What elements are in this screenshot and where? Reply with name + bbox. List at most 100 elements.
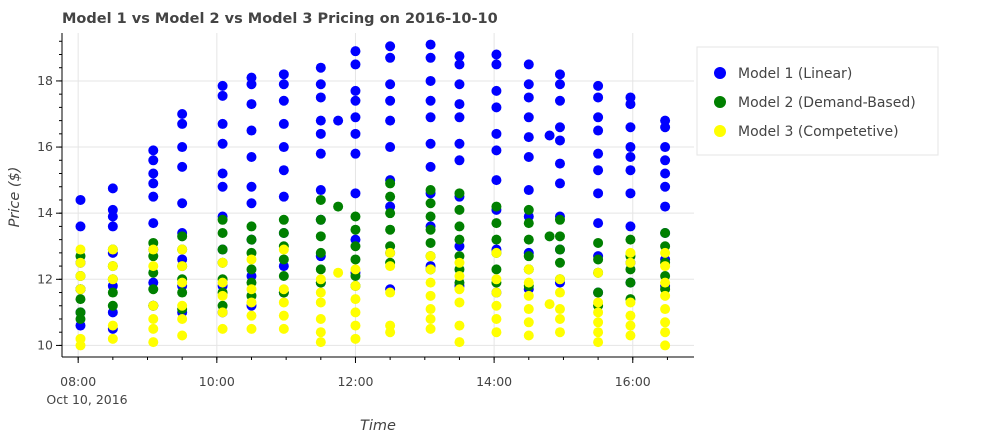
data-point-series-1 bbox=[491, 85, 502, 96]
data-point-series-1 bbox=[278, 191, 289, 202]
data-point-series-1 bbox=[454, 138, 465, 149]
data-point-series-2 bbox=[523, 204, 534, 215]
data-point-series-3 bbox=[217, 307, 228, 318]
data-point-series-3 bbox=[660, 317, 671, 328]
data-point-series-1 bbox=[246, 99, 257, 110]
data-point-series-1 bbox=[593, 112, 604, 123]
data-point-series-1 bbox=[350, 148, 361, 159]
data-point-series-1 bbox=[315, 115, 326, 126]
data-point-series-1 bbox=[425, 138, 436, 149]
data-point-series-1 bbox=[425, 161, 436, 172]
data-point-series-3 bbox=[593, 327, 604, 338]
data-point-series-1 bbox=[246, 125, 257, 136]
data-point-series-2 bbox=[350, 241, 361, 252]
data-point-series-1 bbox=[425, 52, 436, 63]
data-point-series-1 bbox=[554, 79, 565, 90]
data-point-series-3 bbox=[177, 277, 188, 288]
data-point-series-2 bbox=[593, 254, 604, 265]
data-point-series-3 bbox=[177, 244, 188, 255]
data-point-series-3 bbox=[523, 317, 534, 328]
data-point-series-1 bbox=[315, 148, 326, 159]
data-point-series-3 bbox=[148, 300, 159, 311]
data-point-series-2 bbox=[217, 244, 228, 255]
data-point-series-3 bbox=[75, 257, 86, 268]
data-point-series-1 bbox=[554, 178, 565, 189]
data-point-series-1 bbox=[315, 79, 326, 90]
data-point-series-2 bbox=[315, 231, 326, 242]
data-point-series-1 bbox=[148, 168, 159, 179]
data-point-series-3 bbox=[278, 310, 289, 321]
data-point-series-3 bbox=[593, 317, 604, 328]
data-point-series-1 bbox=[454, 59, 465, 70]
data-point-series-1 bbox=[385, 41, 396, 52]
data-point-series-3 bbox=[625, 320, 636, 331]
data-point-series-3 bbox=[75, 340, 86, 351]
data-point-series-3 bbox=[491, 274, 502, 285]
data-point-series-3 bbox=[278, 323, 289, 334]
data-point-series-1 bbox=[491, 175, 502, 186]
data-point-series-3 bbox=[350, 280, 361, 291]
data-point-series-3 bbox=[107, 333, 118, 344]
data-point-series-2 bbox=[278, 214, 289, 225]
data-point-series-3 bbox=[217, 257, 228, 268]
data-point-series-2 bbox=[425, 185, 436, 196]
data-point-series-1 bbox=[177, 161, 188, 172]
data-point-series-2 bbox=[454, 188, 465, 199]
data-point-series-2 bbox=[246, 234, 257, 245]
data-point-series-3 bbox=[315, 274, 326, 285]
data-point-series-3 bbox=[246, 284, 257, 295]
data-point-series-1 bbox=[660, 122, 671, 133]
data-point-series-3 bbox=[491, 247, 502, 258]
data-point-series-1 bbox=[593, 165, 604, 176]
data-point-series-1 bbox=[217, 168, 228, 179]
data-point-series-1 bbox=[385, 52, 396, 63]
data-point-series-1 bbox=[660, 155, 671, 166]
data-point-series-2 bbox=[491, 218, 502, 229]
data-point-series-3 bbox=[107, 244, 118, 255]
data-point-series-3 bbox=[554, 313, 565, 324]
data-point-series-1 bbox=[523, 59, 534, 70]
data-point-series-3 bbox=[491, 313, 502, 324]
data-point-series-3 bbox=[425, 251, 436, 262]
data-point-series-1 bbox=[523, 112, 534, 123]
data-point-series-2 bbox=[425, 224, 436, 235]
data-point-series-2 bbox=[425, 198, 436, 209]
data-point-series-1 bbox=[625, 221, 636, 232]
data-point-series-3 bbox=[625, 297, 636, 308]
data-point-series-2 bbox=[315, 264, 326, 275]
y-tick-label: 18 bbox=[37, 73, 53, 88]
data-point-series-1 bbox=[544, 130, 555, 141]
data-point-series-2 bbox=[107, 300, 118, 311]
data-point-series-3 bbox=[593, 307, 604, 318]
data-point-series-3 bbox=[660, 247, 671, 258]
data-point-series-2 bbox=[593, 287, 604, 298]
data-point-series-3 bbox=[148, 244, 159, 255]
data-point-series-3 bbox=[246, 310, 257, 321]
data-point-series-3 bbox=[625, 330, 636, 341]
x-date-label: Oct 10, 2016 bbox=[46, 392, 127, 407]
data-point-series-3 bbox=[385, 287, 396, 298]
data-point-series-3 bbox=[523, 330, 534, 341]
data-point-series-2 bbox=[544, 231, 555, 242]
data-point-series-2 bbox=[454, 204, 465, 215]
data-point-series-3 bbox=[315, 327, 326, 338]
data-point-series-3 bbox=[385, 327, 396, 338]
data-point-series-1 bbox=[350, 95, 361, 106]
data-point-series-3 bbox=[350, 333, 361, 344]
data-point-series-3 bbox=[544, 299, 555, 310]
data-point-series-2 bbox=[660, 228, 671, 239]
data-point-series-2 bbox=[385, 191, 396, 202]
data-point-series-3 bbox=[350, 320, 361, 331]
data-point-series-3 bbox=[454, 297, 465, 308]
data-point-series-2 bbox=[315, 247, 326, 258]
data-point-series-1 bbox=[523, 79, 534, 90]
data-point-series-1 bbox=[148, 191, 159, 202]
data-point-series-2 bbox=[350, 254, 361, 265]
data-point-series-2 bbox=[217, 228, 228, 239]
data-point-series-3 bbox=[660, 327, 671, 338]
x-tick-label: 10:00 bbox=[199, 374, 235, 389]
data-point-series-3 bbox=[454, 320, 465, 331]
data-point-series-3 bbox=[593, 267, 604, 278]
data-point-series-1 bbox=[660, 181, 671, 192]
